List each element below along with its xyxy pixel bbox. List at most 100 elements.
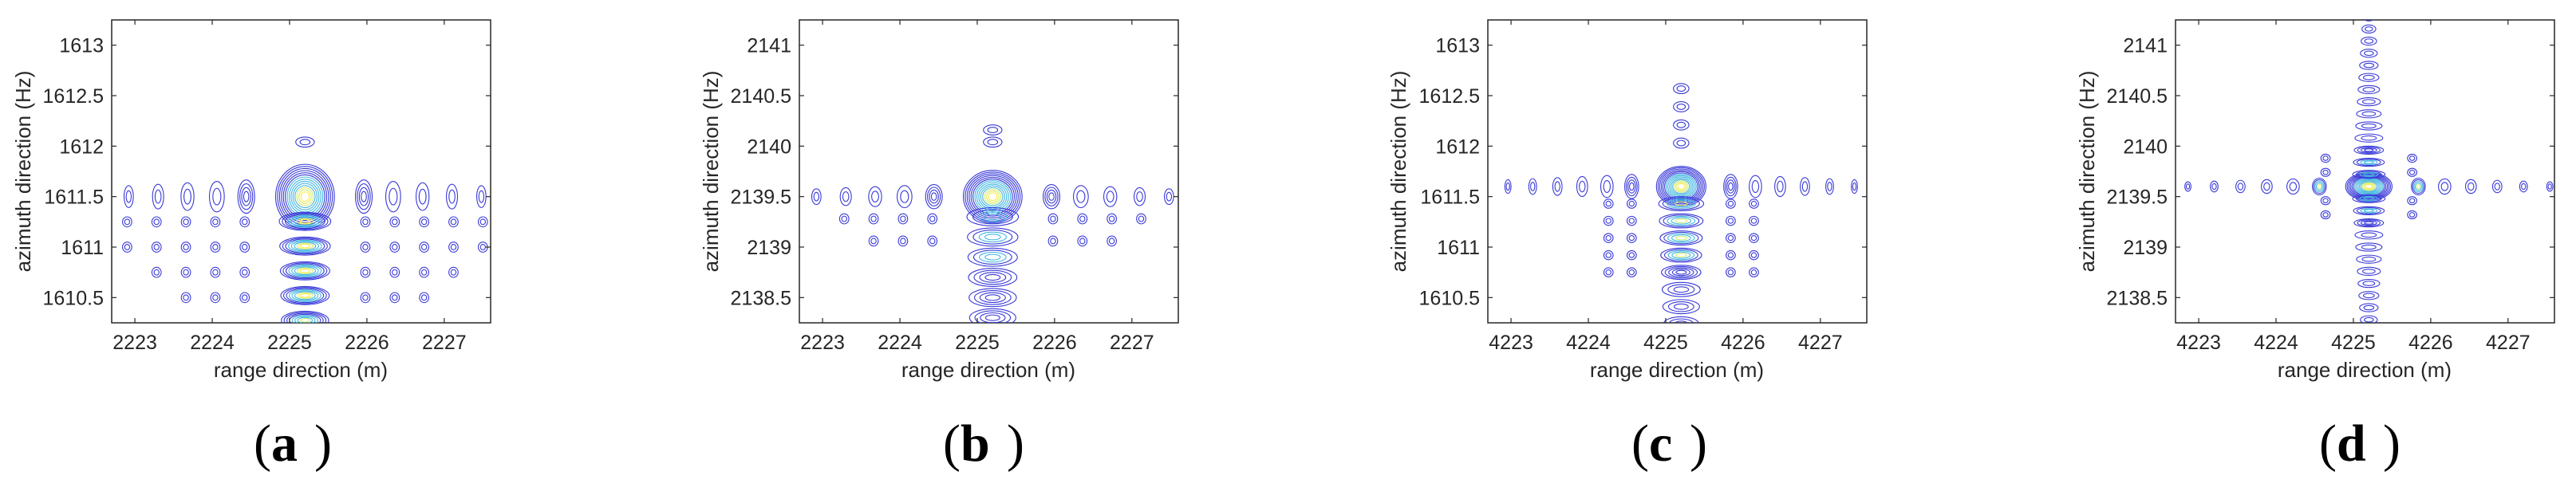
contour-sidelobe-range: [1723, 174, 1738, 199]
contour-sidelobe-range: [2312, 177, 2327, 196]
x-axis-c: 4223 4224 4225 4226 4227: [1489, 20, 1843, 354]
contour-sidelobe-diagonal: [1603, 215, 1614, 226]
contour-mainlobe: [962, 170, 1023, 224]
contour-sidelobe-diagonal: [122, 242, 132, 253]
contour-sidelobe-diagonal: [927, 235, 938, 247]
contour-sidelobe-diagonal: [929, 238, 936, 245]
contour-mainlobe: [1674, 180, 1689, 193]
contour-sidelobe-azimuth: [987, 127, 999, 134]
contour-sidelobe-azimuth: [285, 263, 325, 279]
contour-mainlobe: [2354, 177, 2384, 196]
y-tick-label: 1611.5: [44, 187, 104, 209]
contour-sidelobe-azimuth: [280, 285, 330, 305]
contour-sidelobe-azimuth: [2354, 133, 2384, 143]
contour-sidelobe-azimuth: [1658, 196, 1705, 211]
contour-sidelobe-azimuth: [984, 234, 1001, 241]
y-tick-label: 2138.5: [731, 287, 791, 309]
contour-sidelobe-azimuth: [1662, 299, 1700, 315]
contour-sidelobe-azimuth: [2364, 50, 2374, 57]
contour-sidelobe-azimuth: [979, 292, 1006, 304]
contour-sidelobe-range: [1725, 176, 1737, 197]
contour-sidelobe-diagonal: [362, 294, 369, 301]
contour-sidelobe-azimuth: [2365, 14, 2372, 18]
contour-sidelobe-diagonal: [2408, 169, 2416, 175]
y-tick-label: 1612.5: [1419, 85, 1480, 108]
contour-sidelobe-azimuth: [1667, 233, 1695, 243]
contour-sidelobe-diagonal: [360, 216, 371, 228]
contour-sidelobe-diagonal: [1727, 269, 1734, 276]
contour-sidelobe-diagonal: [1727, 252, 1734, 258]
contour-sidelobe-azimuth: [2362, 281, 2376, 286]
contour-sidelobe-range: [448, 189, 456, 204]
contour-sidelobe-range: [2184, 181, 2191, 192]
contour-mainlobe: [2348, 174, 2390, 199]
contour-sidelobe-azimuth: [1676, 103, 1686, 110]
contour-sidelobe-diagonal: [183, 218, 189, 226]
contour-sidelobe-azimuth: [1663, 316, 1699, 323]
contour-sidelobe-diagonal: [392, 294, 398, 301]
contour-sidelobe-azimuth: [1671, 269, 1690, 277]
contour-sidelobe-range: [507, 187, 515, 206]
contour-sidelobe-range: [930, 192, 937, 201]
y-tick-label: 1611: [1437, 237, 1480, 259]
contour-sidelobe-diagonal: [2322, 155, 2329, 161]
contour-sidelobe-azimuth: [983, 136, 1003, 148]
contour-sidelobe-diagonal: [122, 216, 132, 228]
contour-plot-b: [811, 124, 1174, 323]
contour-sidelobe-azimuth: [973, 269, 1012, 285]
contour-mainlobe: [1660, 170, 1702, 203]
x-tick-label: 2224: [878, 332, 922, 354]
contour-sidelobe-diagonal: [389, 292, 400, 304]
contour-sidelobe-diagonal: [2407, 196, 2417, 206]
contour-sidelobe-diagonal: [897, 235, 909, 247]
contour-sidelobe-diagonal: [153, 269, 160, 276]
contour-sidelobe-diagonal: [1749, 215, 1759, 226]
contour-sidelobe-range: [2519, 180, 2528, 193]
contour-sidelobe-range: [1136, 191, 1143, 202]
contour-sidelobe-diagonal: [2322, 169, 2329, 175]
contour-sidelobe-range: [2494, 183, 2500, 191]
plot-frame-b: [799, 19, 1179, 324]
contour-sidelobe-azimuth: [294, 316, 316, 323]
contour-sidelobe-diagonal: [1050, 215, 1056, 222]
contour-sidelobe-range: [2464, 179, 2477, 194]
contour-sidelobe-azimuth: [299, 293, 310, 298]
panel-label-a-close: ): [314, 414, 332, 473]
contour-sidelobe-azimuth: [2357, 266, 2381, 277]
contour-sidelobe-azimuth: [1675, 253, 1687, 258]
contour-sidelobe-azimuth: [288, 239, 322, 253]
contour-sidelobe-azimuth: [299, 218, 311, 224]
contour-sidelobe-azimuth: [294, 242, 317, 251]
contour-sidelobe-diagonal: [1749, 267, 1759, 277]
contour-sidelobe-diagonal: [900, 215, 906, 222]
contour-sidelobe-azimuth: [979, 251, 1007, 263]
panel-label-b: b: [961, 414, 990, 473]
contour-sidelobe-diagonal: [477, 216, 488, 228]
contour-sidelobe-range: [1046, 189, 1057, 204]
contour-sidelobe-azimuth: [1674, 320, 1689, 323]
contour-sidelobe-range: [2546, 181, 2554, 192]
contour-mainlobe: [2349, 175, 2389, 198]
contour-sidelobe-diagonal: [1605, 218, 1611, 224]
contour-sidelobe-azimuth: [984, 213, 1001, 221]
contour-mainlobe: [978, 183, 1008, 210]
contour-sidelobe-diagonal: [151, 242, 162, 253]
panel-label-c: c: [1649, 414, 1672, 473]
contour-sidelobe-azimuth: [279, 261, 330, 281]
contour-sidelobe-azimuth: [2355, 121, 2383, 131]
contour-sidelobe-diagonal: [900, 238, 906, 245]
contour-mainlobe: [1669, 176, 1694, 197]
contour-sidelobe-diagonal: [479, 244, 486, 250]
contour-sidelobe-azimuth: [2357, 146, 2381, 154]
contour-sidelobe-range: [361, 191, 367, 202]
contour-sidelobe-azimuth: [294, 291, 316, 300]
contour-sidelobe-range: [1827, 182, 1832, 191]
contour-sidelobe-diagonal: [1079, 215, 1086, 222]
contour-sidelobe-range: [813, 191, 820, 202]
contour-sidelobe-azimuth: [980, 312, 1006, 323]
contour-sidelobe-azimuth: [1662, 197, 1700, 210]
contour-sidelobe-azimuth: [984, 314, 1000, 321]
contour-sidelobe-range: [1106, 191, 1114, 202]
contour-sidelobe-range: [2438, 178, 2452, 195]
contour-sidelobe-diagonal: [180, 242, 191, 253]
